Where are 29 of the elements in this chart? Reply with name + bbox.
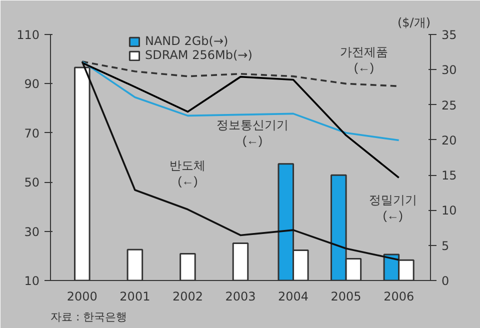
y2-tick-label: 30 <box>442 63 457 78</box>
series-label: 정밀기기 (←) <box>368 192 417 222</box>
y2-tick-label: 0 <box>442 274 450 288</box>
y2-tick-label: 10 <box>442 204 457 218</box>
y-tick-label: 30 <box>24 224 40 239</box>
x-tick-label: 2006 <box>384 290 414 304</box>
x-tick-label: 2005 <box>330 290 362 304</box>
y2-tick-label: 25 <box>442 98 457 112</box>
y-tick-label: 110 <box>16 28 40 42</box>
series-label: 정보통신기기 (←) <box>216 118 288 148</box>
y-tick-label: 70 <box>24 126 40 140</box>
text: 자료 : 한국은행 <box>50 310 128 324</box>
x-tick-label: 2004 <box>278 290 309 304</box>
y-tick-label: 10 <box>24 274 40 288</box>
x-tick-label: 2000 <box>66 290 98 304</box>
y2-tick-label: 5 <box>442 238 450 253</box>
y-tick-label: 90 <box>24 77 40 92</box>
legend-label: SDRAM 256Mb(→) <box>145 48 252 62</box>
series-label: 가전제품 (←) <box>340 45 388 74</box>
y2-tick-label: 35 <box>442 28 457 42</box>
series-label: 반도체 (←) <box>170 158 206 188</box>
legend-label: NAND 2Gb(→) <box>145 34 228 48</box>
x-tick-label: 2001 <box>120 290 150 304</box>
y2-axis-title: ($/개) <box>397 16 431 30</box>
x-tick-label: 2002 <box>172 290 203 304</box>
y-tick-label: 50 <box>24 176 40 190</box>
y2-tick-label: 15 <box>442 168 457 183</box>
x-tick-label: 2003 <box>225 290 256 304</box>
y2-tick-label: 20 <box>442 133 457 148</box>
